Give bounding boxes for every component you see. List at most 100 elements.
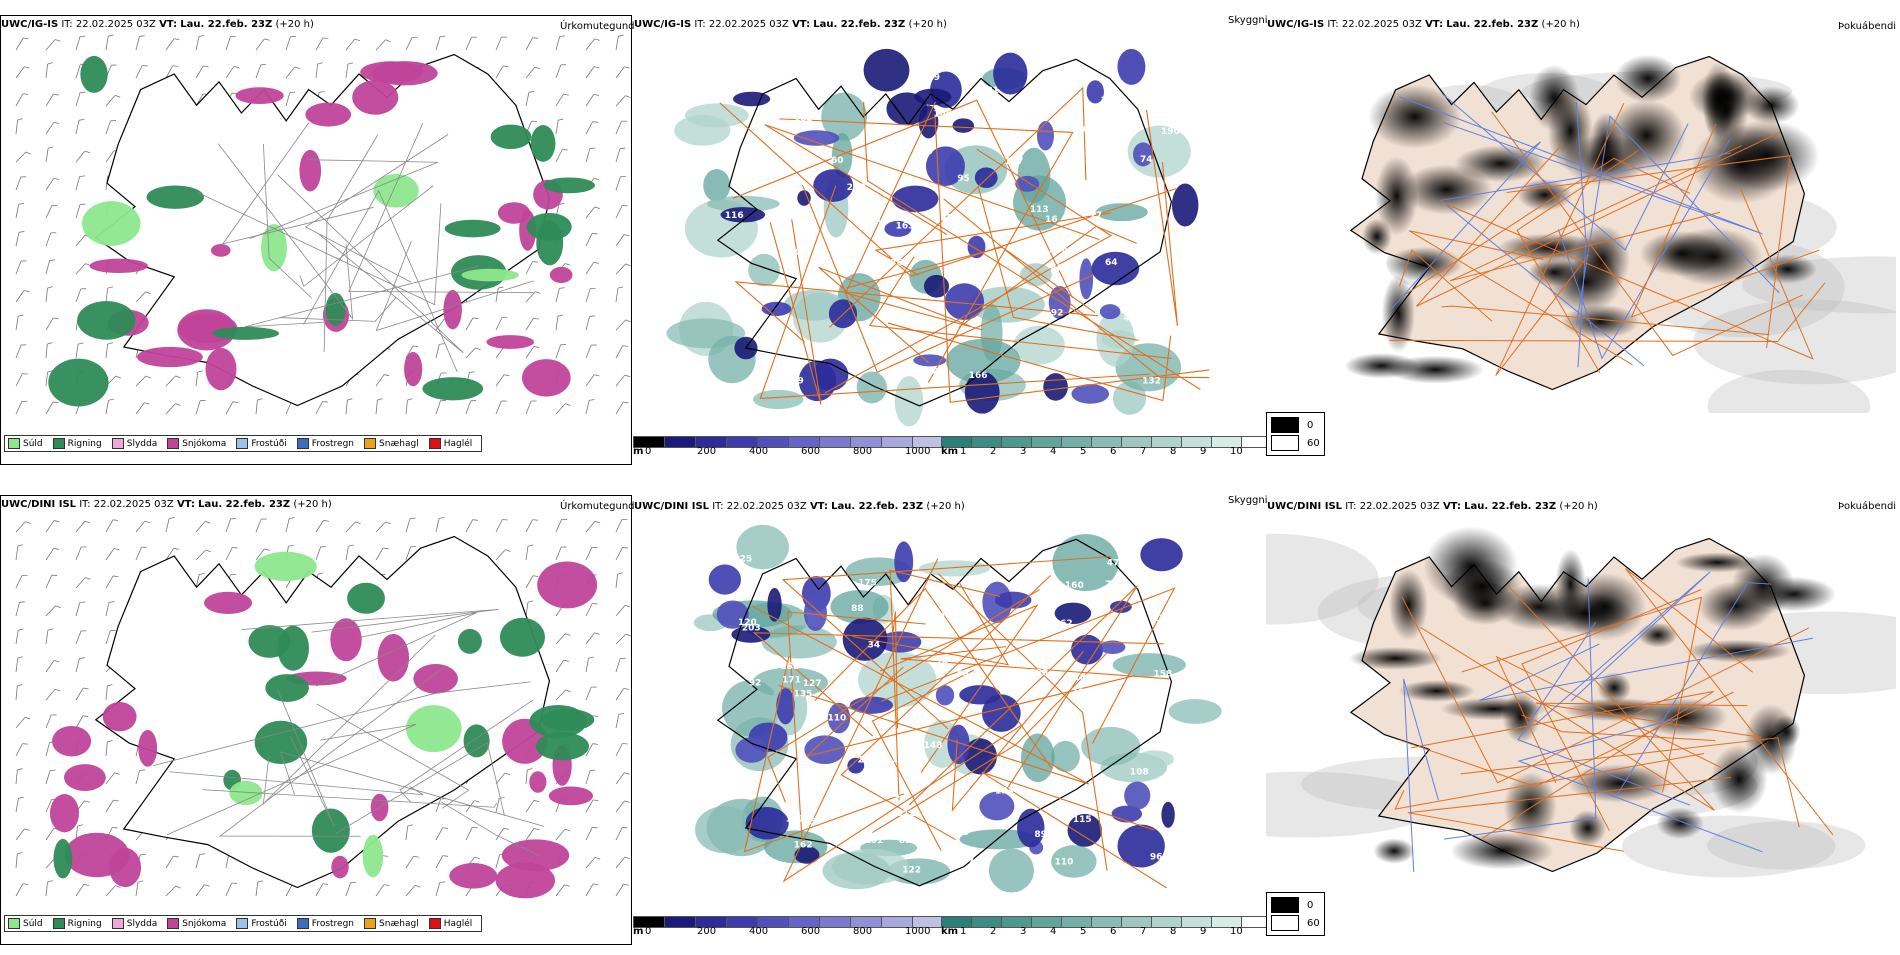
wind-barb — [15, 176, 27, 191]
model-name: UWC/DINI ISL — [1, 499, 77, 510]
road-line — [263, 143, 312, 299]
wind-barb — [15, 743, 28, 757]
ceiling-value-label: 42 — [749, 286, 762, 296]
road-line — [336, 742, 505, 834]
cloud-base-area — [1067, 813, 1102, 847]
colorbar-tick: 800 — [853, 926, 873, 937]
visibility-area — [1096, 310, 1135, 367]
wind-barb — [75, 657, 85, 673]
legend-swatch — [296, 918, 309, 929]
precip-type-map — [15, 34, 631, 415]
cloud-base-area — [1140, 538, 1183, 572]
wind-barb — [525, 800, 540, 813]
precip-area — [373, 173, 419, 208]
legend-item: Súld — [8, 918, 49, 929]
ceiling-value-label: 171 — [782, 676, 801, 686]
precip-area — [347, 582, 385, 614]
wind-barb — [225, 66, 240, 79]
ceiling-value-label: 115 — [1073, 815, 1092, 825]
colorbar-cell — [1001, 436, 1031, 448]
road-line — [244, 265, 479, 328]
cloud-base-area — [863, 48, 910, 92]
wind-barb — [555, 633, 571, 645]
colorbar-cell — [788, 916, 819, 928]
lead-time: (+20 h) — [1541, 19, 1580, 30]
colorbar-cell — [1061, 436, 1091, 448]
colorbar-tick: 5 — [1080, 446, 1087, 457]
wind-barb — [555, 689, 571, 701]
legend-swatch — [296, 438, 309, 449]
wind-barb — [45, 204, 58, 219]
road-line — [279, 296, 397, 322]
it-label: IT: — [61, 19, 73, 30]
wind-barb — [135, 546, 147, 561]
vt-label: VT: — [159, 19, 178, 30]
legend-swatch — [364, 918, 377, 929]
wind-barb — [585, 656, 594, 673]
road-line — [1407, 777, 1731, 852]
wind-barb — [615, 856, 631, 869]
wind-barb — [105, 120, 117, 135]
colorbar-cell — [1181, 916, 1211, 928]
precip-area — [495, 862, 556, 899]
wind-barb — [585, 344, 597, 359]
wind-barb — [75, 35, 86, 51]
precip-area — [548, 786, 594, 806]
precip-area — [64, 832, 130, 878]
legend-swatch — [52, 918, 65, 929]
wind-barb — [45, 121, 60, 135]
wind-barb — [195, 35, 205, 51]
sea-haze — [1266, 771, 1439, 838]
road-line — [1390, 141, 1541, 311]
road-line — [323, 134, 379, 353]
visibility-area — [822, 852, 891, 890]
road-line — [787, 611, 926, 845]
wind-barb — [75, 520, 91, 533]
road-line — [1449, 145, 1742, 282]
cloud-base-area — [964, 371, 1000, 414]
road-line — [1495, 102, 1625, 376]
vt-label: VT: — [809, 501, 828, 512]
legend-swatch — [111, 918, 124, 929]
road-line — [1557, 138, 1731, 360]
wind-barb — [15, 202, 25, 219]
it-value: 22.02.2025 03Z — [726, 501, 807, 512]
wind-barb — [615, 374, 631, 387]
precip-area — [330, 618, 362, 662]
cloud-base-area — [1171, 183, 1199, 227]
wind-barb — [45, 547, 60, 561]
cloud-base-area — [1086, 80, 1104, 104]
colorbar-tick: 9 — [1200, 446, 1207, 457]
wind-barb — [315, 546, 327, 561]
wind-barb — [45, 62, 53, 79]
fog-index-area — [1637, 622, 1678, 648]
wind-barb — [75, 577, 91, 589]
legend-label: Snjókoma — [182, 918, 227, 929]
legend-swatch — [428, 918, 441, 929]
cloud-base-area — [1079, 258, 1094, 300]
cloud-base-colorbar — [633, 436, 944, 448]
wind-barb — [45, 286, 53, 303]
model-name: UWC/DINI ISL — [1267, 501, 1343, 512]
road-line — [1516, 150, 1639, 373]
wind-barb — [45, 605, 61, 617]
colorbar-cell — [788, 436, 819, 448]
road-line — [764, 124, 1100, 241]
colorbar-cell — [1151, 916, 1181, 928]
colorbar-cell — [726, 436, 757, 448]
ceiling-value-label: 122 — [902, 866, 921, 876]
colorbar-tick: 200 — [697, 926, 717, 937]
cloud-base-area — [797, 190, 811, 206]
precip-area — [89, 258, 148, 274]
wind-barb — [45, 660, 60, 673]
sea-haze — [1266, 533, 1379, 625]
cloud-base-area — [732, 91, 771, 107]
wind-barb — [165, 403, 181, 415]
sea-haze — [1707, 369, 1871, 413]
fog-index-area — [1503, 771, 1557, 841]
wind-barb — [345, 544, 354, 561]
ceiling-value-label: 148 — [924, 741, 943, 751]
road-line — [152, 681, 531, 767]
road-line — [1479, 637, 1814, 702]
ceiling-value-label: 55 — [804, 818, 817, 828]
